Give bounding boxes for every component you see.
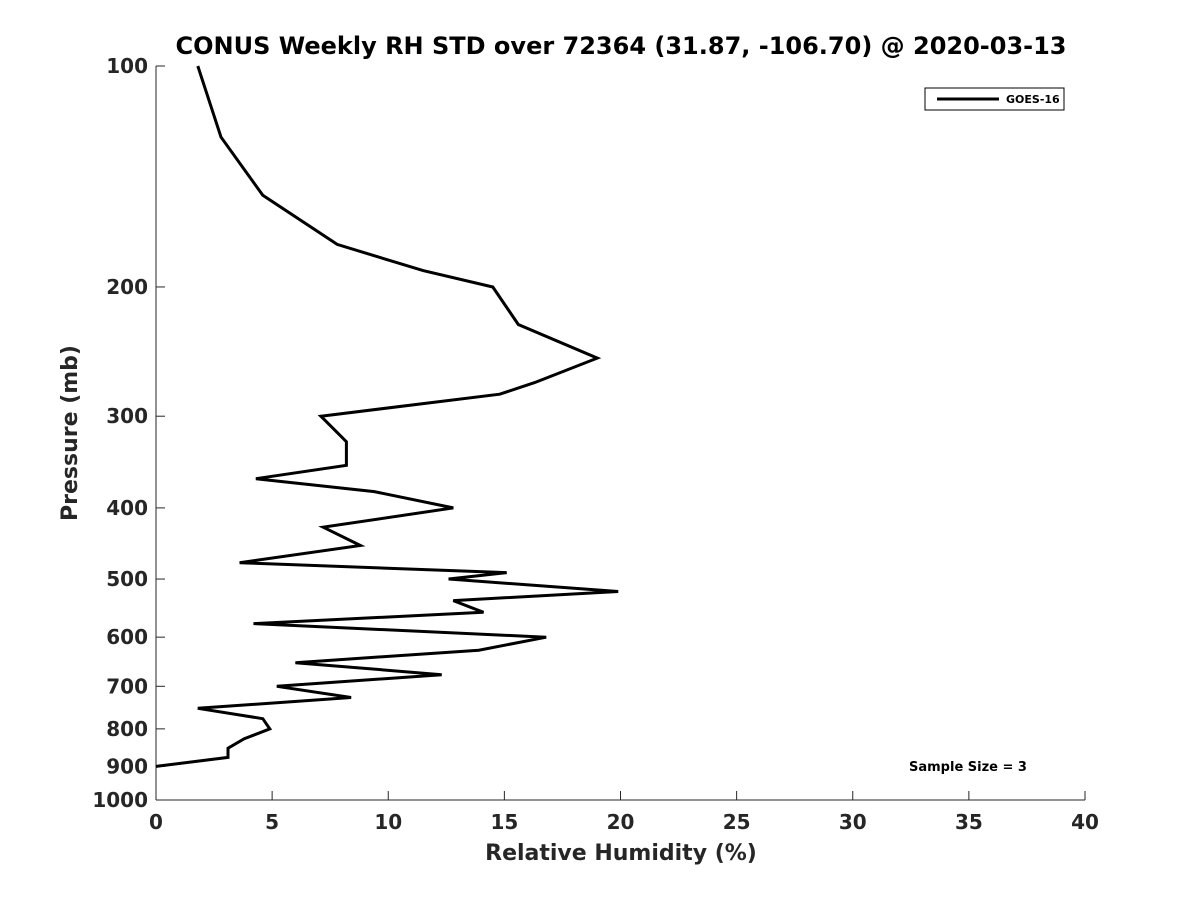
y-axis-label: Pressure (mb) — [58, 345, 83, 521]
y-axis-ticks: 100 200 300 400 500 600 700 800 900 1000 — [92, 54, 165, 812]
x-tick-label: 35 — [955, 810, 983, 834]
x-tick-label: 15 — [490, 810, 518, 834]
y-tick-label: 300 — [106, 404, 148, 428]
x-tick-label: 40 — [1071, 810, 1099, 834]
x-tick-label: 10 — [374, 810, 402, 834]
y-tick-label: 500 — [106, 567, 148, 591]
x-tick-label: 20 — [607, 810, 635, 834]
y-tick-label: 1000 — [92, 788, 148, 812]
x-tick-label: 5 — [265, 810, 279, 834]
series-line-goes-16 — [155, 65, 619, 768]
y-tick-label: 900 — [106, 754, 148, 778]
legend-label-goes-16: GOES-16 — [1006, 93, 1060, 106]
y-tick-label: 400 — [106, 496, 148, 520]
y-tick-label: 800 — [106, 717, 148, 741]
x-tick-label: 25 — [723, 810, 751, 834]
y-tick-label: 700 — [106, 674, 148, 698]
x-tick-label: 30 — [839, 810, 867, 834]
chart-title: CONUS Weekly RH STD over 72364 (31.87, -… — [175, 32, 1066, 60]
x-axis-ticks: 0 5 10 15 20 25 30 35 40 — [149, 791, 1099, 834]
y-tick-label: 600 — [106, 625, 148, 649]
legend: GOES-16 — [924, 87, 1065, 111]
y-tick-label: 200 — [106, 275, 148, 299]
x-axis-label: Relative Humidity (%) — [485, 841, 757, 866]
x-tick-label: 0 — [149, 810, 163, 834]
sample-size-annotation: Sample Size = 3 — [909, 760, 1027, 775]
y-tick-label: 100 — [106, 54, 148, 78]
